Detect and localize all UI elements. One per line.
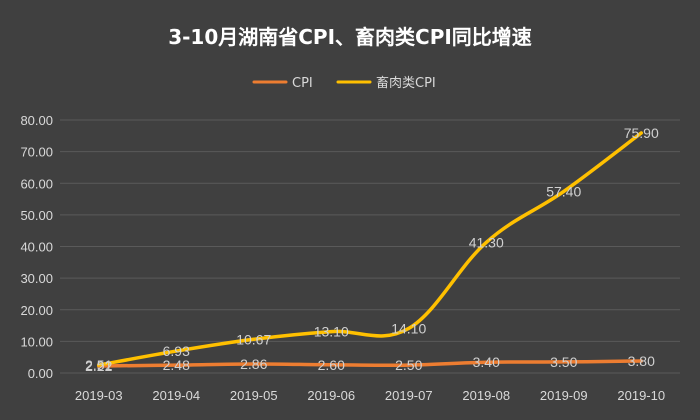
gridlines: [60, 119, 680, 374]
x-tick-label: 2019-08: [462, 388, 510, 403]
data-point: [174, 363, 178, 367]
data-point: [484, 360, 488, 364]
x-tick-label: 2019-05: [230, 388, 278, 403]
x-tick-label: 2019-04: [152, 388, 200, 403]
data-point: [329, 363, 333, 367]
data-point: [329, 330, 333, 334]
data-point: [407, 363, 411, 367]
x-tick-label: 2019-10: [617, 388, 665, 403]
data-point: [639, 131, 643, 135]
data-label-cpi: 2.60: [318, 357, 345, 373]
data-point: [484, 240, 488, 244]
series: [97, 131, 643, 368]
series-line-meat-cpi: [97, 131, 643, 367]
data-point: [174, 349, 178, 353]
data-label-cpi: 3.80: [628, 353, 655, 369]
data-point: [562, 360, 566, 364]
data-label-cpi: 2.50: [395, 357, 422, 373]
legend-label-meat-cpi: 畜肉类CPI: [376, 75, 436, 91]
series-line-cpi: [97, 359, 643, 368]
x-tick-label: 2019-03: [75, 388, 123, 403]
data-point: [252, 362, 256, 366]
data-label-cpi: 2.86: [240, 356, 267, 372]
data-label-meat-cpi: 6.93: [163, 343, 190, 359]
data-label-meat-cpi: 14.10: [391, 320, 426, 336]
legend: CPI 畜肉类CPI: [252, 75, 436, 91]
data-label-cpi: 3.50: [550, 354, 577, 370]
y-tick-label: 70.00: [20, 145, 53, 160]
data-label-meat-cpi: 13.10: [314, 324, 349, 340]
data-point: [252, 337, 256, 341]
y-axis: 0.00 10.00 20.00 30.00 40.00 50.00 60.00 70.00 8…: [20, 113, 53, 381]
data-point: [97, 363, 101, 367]
x-tick-label: 2019-07: [385, 388, 433, 403]
y-tick-label: 20.00: [20, 303, 53, 318]
x-tick-label: 2019-06: [307, 388, 355, 403]
data-point: [562, 189, 566, 193]
data-label-meat-cpi: 57.40: [546, 183, 581, 199]
data-label-meat-cpi: 2.51: [85, 357, 112, 373]
x-axis: 2019-03 2019-04 2019-05 2019-06 2019-07 2019-…: [75, 388, 665, 403]
y-tick-label: 40.00: [20, 240, 53, 255]
data-point: [639, 359, 643, 363]
data-point: [407, 326, 411, 330]
data-label-meat-cpi: 75.90: [624, 125, 659, 141]
data-label-cpi: 2.48: [163, 357, 190, 373]
y-tick-label: 60.00: [20, 176, 53, 191]
x-tick-label: 2019-09: [540, 388, 588, 403]
y-tick-label: 80.00: [20, 113, 53, 128]
legend-label-cpi: CPI: [292, 76, 313, 91]
y-tick-label: 0.00: [28, 366, 53, 381]
data-label-cpi: 3.40: [473, 354, 500, 370]
y-tick-label: 10.00: [20, 334, 53, 349]
data-label-meat-cpi: 41.30: [469, 234, 504, 250]
y-tick-label: 50.00: [20, 208, 53, 223]
data-labels: 2.22 2.48 2.86 2.60 2.50 3.40 3.50 3.80 2.51 6.93…: [85, 125, 659, 374]
chart-title: 3-10月湖南省CPI、畜肉类CPI同比增速: [168, 25, 532, 49]
data-label-meat-cpi: 10.67: [236, 331, 271, 347]
y-tick-label: 30.00: [20, 271, 53, 286]
data-label-cpi: 2.22: [85, 358, 112, 374]
